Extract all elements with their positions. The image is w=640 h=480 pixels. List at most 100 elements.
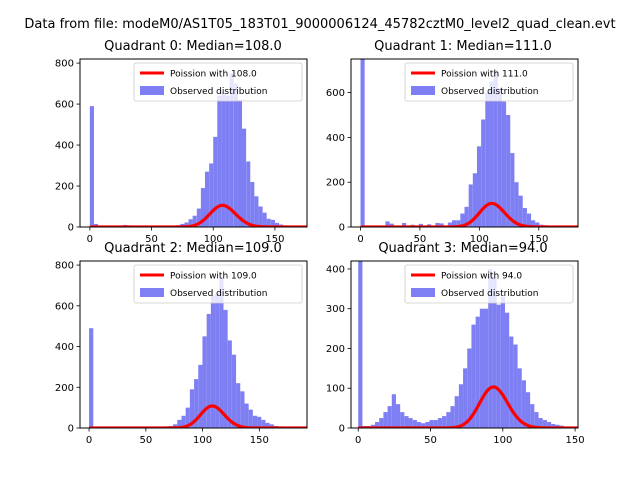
histogram-bar [416,422,422,428]
histogram-bar [454,396,459,428]
histogram-bar [258,206,263,227]
histogram-bar [358,261,363,428]
histogram-bar [192,215,197,227]
histogram-bar [464,206,469,227]
x-tick-label: 100 [493,435,512,446]
histogram-bar [452,220,457,227]
histogram-bar [206,313,211,428]
histogram-bar [484,308,489,428]
histogram-bar [497,88,502,227]
y-tick-label: 200 [326,178,345,189]
histogram-bar [526,213,532,227]
histogram-bar [429,420,434,428]
y-tick-label: 100 [326,384,345,395]
histogram-bar [468,184,473,227]
histogram-bar [485,92,490,227]
histogram-bar [425,422,430,428]
y-tick-label: 800 [55,59,74,70]
histogram-bar [504,312,510,428]
histogram-bar [535,222,540,227]
histogram-bar [463,368,468,428]
histogram-bar [542,420,547,428]
quadrant-1-title: Quadrant 1: Median=111.0 [374,39,552,54]
histogram-bar [475,316,480,428]
histogram-bar [471,324,476,428]
histogram-bar [219,277,224,428]
histogram-bar [513,344,518,428]
quadrant-2-title: Quadrant 2: Median=109.0 [104,241,282,256]
legend-label-observed: Observed distribution [441,87,538,97]
histogram-bar [248,409,253,428]
histogram-bar [531,220,536,227]
legend-bar-swatch [140,86,164,95]
histogram-bar [227,340,232,428]
histogram-bar [254,196,259,227]
quadrant-3-title: Quadrant 3: Median=94.0 [378,241,547,256]
histogram-bar [391,394,396,428]
histogram-bar [229,73,234,227]
histogram-bar [252,415,258,428]
histogram-bar [489,81,494,227]
x-tick-label: 0 [87,234,93,245]
figure-suptitle: Data from file: modeM0/AS1T05_183T01_900… [24,17,615,32]
histogram-bar [387,406,392,428]
histogram-bar [196,208,201,227]
histogram-bar [194,379,199,428]
histogram-bar [510,153,515,227]
plot-area [88,277,307,428]
histogram-bar [233,83,238,227]
histogram-bar [240,391,245,428]
histogram-bar [551,424,556,428]
histogram-bar [270,219,275,227]
histogram-bar [442,416,447,428]
histogram-bar [223,309,228,428]
legend-label-observed: Observed distribution [170,289,267,299]
quadrant-2-plot: Quadrant 2: Median=109.0 0 50 100 150 0 200 40… [55,241,308,446]
legend-label-poisson: Poission with 108.0 [170,70,257,80]
quadrant-3-plot: Quadrant 3: Median=94.0 0 50 100 150 0 100 200… [326,241,585,446]
x-tick-label: 150 [250,435,269,446]
histogram-bar [266,218,271,227]
histogram-bar [360,59,365,227]
histogram-bar [412,420,417,428]
histogram-bar [400,412,405,428]
histogram-bar [476,146,482,227]
histogram-bar [506,115,511,227]
legend-bar-swatch [140,288,164,297]
histogram-bar [221,91,226,227]
x-tick-label: 100 [204,234,223,245]
histogram-bar [204,171,210,227]
legend-bar-swatch [411,288,435,297]
legend: Poission with 109.0 Observed distribution [133,264,303,304]
histogram-bar [421,423,426,428]
y-tick-label: 0 [68,424,74,435]
histogram-bar [492,276,497,428]
plot-area [358,261,578,428]
histogram-bar [244,403,249,428]
histogram-bar [185,407,190,428]
histogram-bar [236,383,241,428]
y-tick-label: 400 [55,342,74,353]
histogram-bar [215,293,220,428]
histogram-bar [488,268,493,428]
legend-label-poisson: Poission with 94.0 [441,272,522,282]
histogram-bar [184,222,189,227]
legend-box [133,62,303,102]
histogram-bar [209,163,214,227]
quadrant-1-plot: Quadrant 1: Median=111.0 0 50 100 150 0 200 40… [326,39,579,245]
axes-frame [79,58,308,228]
y-tick-label: 800 [55,261,74,272]
histogram-bar [181,415,186,428]
histogram-bar [89,106,94,227]
histogram-bar [404,416,409,428]
y-tick-label: 600 [326,88,345,99]
histogram-bar [189,389,195,428]
histogram-bar [534,412,539,428]
histogram-bar [456,220,461,227]
x-tick-label: 100 [193,435,212,446]
histogram-bar [89,328,94,428]
histogram-bar [210,295,216,428]
histogram-bar [250,181,255,227]
histogram-bar [177,419,182,428]
